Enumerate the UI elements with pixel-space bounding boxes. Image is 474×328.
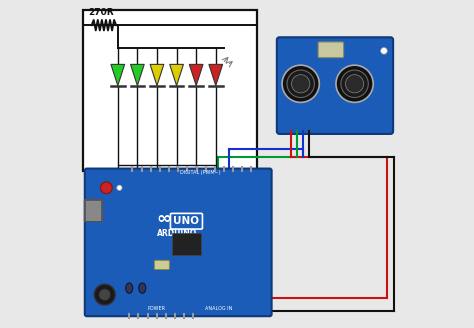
Circle shape xyxy=(99,289,110,300)
Circle shape xyxy=(381,48,387,54)
Circle shape xyxy=(117,185,122,190)
Circle shape xyxy=(336,65,373,102)
Text: UNO: UNO xyxy=(173,216,200,226)
Polygon shape xyxy=(209,64,223,86)
Circle shape xyxy=(287,70,314,97)
Circle shape xyxy=(100,182,112,194)
FancyBboxPatch shape xyxy=(318,42,344,58)
FancyBboxPatch shape xyxy=(155,260,169,270)
FancyBboxPatch shape xyxy=(171,214,202,229)
Polygon shape xyxy=(111,64,125,86)
Bar xyxy=(85,200,101,221)
Text: ANALOG IN: ANALOG IN xyxy=(205,306,232,311)
Circle shape xyxy=(94,284,115,305)
Ellipse shape xyxy=(126,283,133,293)
FancyBboxPatch shape xyxy=(85,169,272,316)
Polygon shape xyxy=(150,64,164,86)
FancyBboxPatch shape xyxy=(277,37,393,134)
Bar xyxy=(172,233,201,256)
Text: 270R: 270R xyxy=(88,8,114,17)
Text: POWER: POWER xyxy=(147,306,165,311)
FancyBboxPatch shape xyxy=(84,199,102,221)
Ellipse shape xyxy=(139,283,146,293)
Bar xyxy=(83,10,256,171)
Polygon shape xyxy=(130,64,144,86)
Circle shape xyxy=(346,75,364,93)
Text: ARDUINO: ARDUINO xyxy=(156,229,197,238)
Polygon shape xyxy=(170,64,183,86)
Polygon shape xyxy=(189,64,203,86)
Circle shape xyxy=(341,70,368,97)
Text: DIGITAL (PWM~): DIGITAL (PWM~) xyxy=(180,171,220,175)
Circle shape xyxy=(292,75,310,93)
Text: ∞: ∞ xyxy=(156,210,171,228)
Circle shape xyxy=(282,65,319,102)
